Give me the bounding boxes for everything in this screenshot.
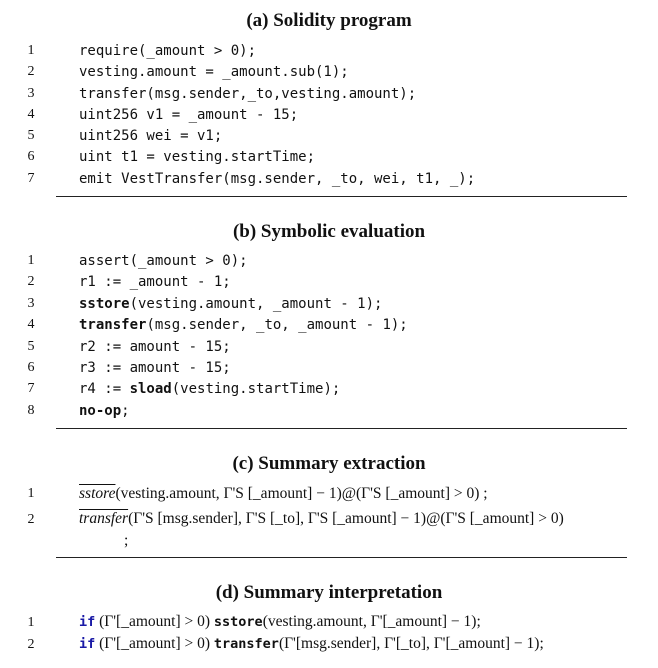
code-line: no-op; [79, 403, 130, 419]
sstore-keyword: sstore [213, 614, 263, 630]
code-line: emit VestTransfer(msg.sender, _to, wei, … [79, 171, 476, 187]
code-line: sstore(vesting.amount, _amount - 1); [79, 296, 383, 312]
code-line: uint t1 = vesting.startTime; [79, 149, 316, 165]
line-number: 7 [27, 171, 35, 186]
line-number: 2 [27, 637, 35, 652]
line-number: 2 [27, 512, 35, 527]
summary-line: transfer(Γ'S [msg.sender], Γ'S [_to], Γ'… [79, 510, 564, 527]
line-number: 8 [27, 403, 35, 418]
code-line: assert(_amount > 0); [79, 253, 248, 269]
line-number: 1 [27, 43, 35, 58]
line-number: 2 [27, 64, 35, 79]
interpretation-line: if (Γ'[_amount] > 0) transfer(Γ'[msg.sen… [79, 635, 544, 652]
section-d-title: (d) Summary interpretation [215, 582, 443, 603]
if-keyword: if [79, 636, 96, 652]
line-number: 6 [27, 360, 35, 375]
section-b-title: (b) Symbolic evaluation [232, 221, 426, 242]
code-line: uint256 wei = v1; [79, 128, 223, 144]
code-line: transfer(msg.sender,_to,vesting.amount); [79, 86, 417, 102]
line-number: 5 [27, 128, 35, 143]
noop-keyword: no-op [79, 403, 122, 419]
sload-keyword: sload [129, 381, 172, 397]
interpretation-line: if (Γ'[_amount] > 0) sstore(vesting.amou… [79, 613, 481, 630]
line-number: 6 [27, 149, 35, 164]
code-line: uint256 v1 = _amount - 15; [79, 107, 299, 123]
section-c-divider [56, 557, 627, 558]
transfer-keyword: transfer [213, 636, 279, 652]
transfer-keyword: transfer [79, 317, 147, 333]
code-line: r1 := _amount - 1; [79, 274, 231, 290]
section-a-title: (a) Solidity program [246, 10, 412, 31]
line-number: 4 [27, 317, 35, 332]
line-number: 2 [27, 274, 35, 289]
code-line: r2 := amount - 15; [79, 339, 231, 355]
code-line: require(_amount > 0); [79, 43, 257, 59]
code-line: r4 := sload(vesting.startTime); [79, 381, 341, 397]
sstore-keyword: sstore [79, 296, 130, 312]
code-line: transfer(msg.sender, _to, _amount - 1); [79, 317, 408, 333]
line-number: 4 [27, 107, 35, 122]
line-number: 5 [27, 339, 35, 354]
line-number: 1 [27, 615, 35, 630]
line-number: 1 [27, 486, 35, 501]
code-line: r3 := amount - 15; [79, 360, 231, 376]
transfer-summary-op: transfer [79, 510, 129, 527]
line-number: 3 [27, 296, 35, 311]
summary-continuation: ; [124, 532, 129, 549]
line-number: 7 [27, 381, 35, 396]
code-line: vesting.amount = _amount.sub(1); [79, 64, 349, 80]
line-number: 3 [27, 86, 35, 101]
section-b-divider [56, 428, 627, 429]
section-c-title: (c) Summary extraction [232, 453, 426, 474]
summary-line: sstore(vesting.amount, Γ'S [_amount] − 1… [79, 485, 488, 502]
section-a-divider [56, 196, 627, 197]
if-keyword: if [79, 614, 96, 630]
sstore-summary-op: sstore [79, 485, 116, 502]
line-number: 1 [27, 253, 35, 268]
